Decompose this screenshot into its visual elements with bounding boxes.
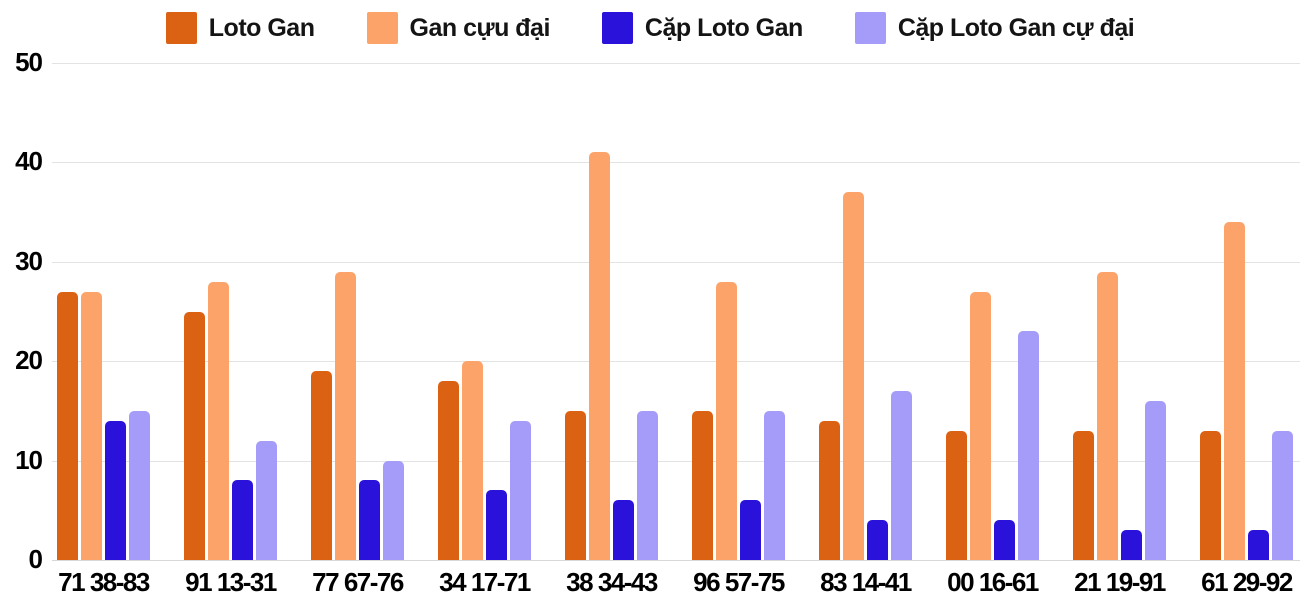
bar-series-4 <box>510 420 531 560</box>
legend-label: Gan cựu đại <box>409 13 551 42</box>
bar-series-1 <box>57 291 78 560</box>
legend-label: Cặp Loto Gan cự đại <box>897 13 1135 42</box>
bar-series-3 <box>994 520 1015 560</box>
legend-label: Loto Gan <box>208 13 315 42</box>
bar-series-2 <box>335 271 356 560</box>
y-axis-tick-label: 30 <box>15 245 43 276</box>
legend-label: Cặp Loto Gan <box>644 13 803 42</box>
bar-group: 96 57-75 <box>675 63 802 597</box>
bar-series-2 <box>462 361 483 560</box>
x-axis-category-label: 61 29-92 <box>1201 567 1293 597</box>
bar-series-1 <box>184 311 205 560</box>
bar-series-3 <box>359 480 380 560</box>
x-axis-category-label: 21 19-91 <box>1074 567 1166 597</box>
bar-series-3 <box>486 490 507 560</box>
y-axis-tick-label: 0 <box>28 543 43 574</box>
x-axis-category-label: 34 17-71 <box>439 567 531 597</box>
y-axis-tick-label: 50 <box>15 46 43 77</box>
gridline <box>52 261 1300 263</box>
bar-series-2 <box>1097 271 1118 560</box>
bar-series-3 <box>867 520 888 560</box>
bar-series-2 <box>81 291 102 560</box>
x-axis-baseline <box>52 560 1300 561</box>
bar-series-3 <box>105 420 126 560</box>
bar-series-4 <box>1018 331 1039 560</box>
bar-group: 91 13-31 <box>167 63 294 597</box>
bar-series-4 <box>764 410 785 560</box>
bar-series-3 <box>232 480 253 560</box>
x-axis-category-label: 77 67-76 <box>312 567 404 597</box>
bar-series-2 <box>716 281 737 560</box>
bar-group: 00 16-61 <box>929 63 1056 597</box>
bar-series-1 <box>438 381 459 560</box>
bar-series-3 <box>1121 530 1142 560</box>
x-axis-category-label: 96 57-75 <box>693 567 785 597</box>
bar-series-3 <box>1248 530 1269 560</box>
legend-item: Loto Gan <box>165 12 315 44</box>
bar-series-1 <box>1200 430 1221 560</box>
bar-groups-container: 71 38-83 91 13-31 77 67-76 34 17-71 38 34-43… <box>40 63 1300 597</box>
bar-series-1 <box>1073 430 1094 560</box>
x-axis-category-label: 71 38-83 <box>58 567 150 597</box>
bar-series-2 <box>1224 222 1245 560</box>
gridline <box>52 361 1300 363</box>
y-axis-tick-label: 20 <box>15 345 43 376</box>
bar-series-2 <box>589 152 610 560</box>
bar-series-1 <box>946 430 967 560</box>
bar-series-2 <box>843 192 864 560</box>
bar-group: 21 19-91 <box>1056 63 1183 597</box>
bar-series-4 <box>1272 430 1293 560</box>
bar-group: 77 67-76 <box>294 63 421 597</box>
bar-series-2 <box>208 281 229 560</box>
x-axis-category-label: 83 14-41 <box>820 567 912 597</box>
bar-group: 34 17-71 <box>421 63 548 597</box>
legend-item: Gan cựu đại <box>366 12 551 44</box>
legend-item: Cặp Loto Gan <box>601 12 803 44</box>
bar-series-2 <box>970 291 991 560</box>
gridline <box>52 63 1300 64</box>
y-axis-tick-label: 10 <box>15 444 43 475</box>
gridline <box>52 460 1300 462</box>
y-axis-tick-label: 40 <box>15 146 43 177</box>
legend-swatch <box>601 12 633 44</box>
legend-swatch <box>165 12 197 44</box>
bar-series-4 <box>1145 400 1166 560</box>
bar-series-4 <box>891 391 912 560</box>
bar-series-3 <box>740 500 761 560</box>
x-axis-category-label: 00 16-61 <box>947 567 1039 597</box>
bar-series-4 <box>256 440 277 560</box>
bar-group: 71 38-83 <box>40 63 167 597</box>
x-axis-category-label: 91 13-31 <box>185 567 277 597</box>
legend-swatch <box>854 12 886 44</box>
bar-series-4 <box>637 410 658 560</box>
x-axis-category-label: 38 34-43 <box>566 567 658 597</box>
bar-series-1 <box>565 410 586 560</box>
bar-series-3 <box>613 500 634 560</box>
bar-series-1 <box>819 420 840 560</box>
bar-group: 38 34-43 <box>548 63 675 597</box>
bar-group: 83 14-41 <box>802 63 929 597</box>
bar-series-1 <box>311 371 332 560</box>
bar-group: 61 29-92 <box>1183 63 1300 597</box>
bar-series-4 <box>129 410 150 560</box>
legend-item: Cặp Loto Gan cự đại <box>854 12 1135 44</box>
bar-series-4 <box>383 460 404 560</box>
gridline <box>52 162 1300 164</box>
bar-series-1 <box>692 410 713 560</box>
legend: Loto Gan Gan cựu đại Cặp Loto Gan Cặp Loto … <box>0 12 1300 44</box>
legend-swatch <box>366 12 398 44</box>
